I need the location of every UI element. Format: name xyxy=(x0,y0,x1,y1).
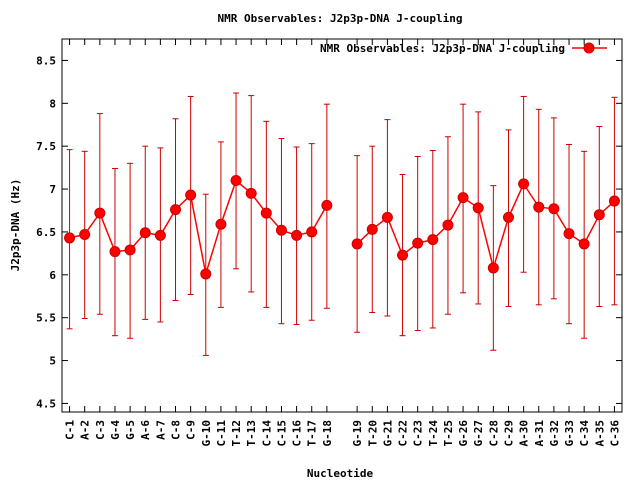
series-points xyxy=(64,174,620,280)
x-axis-label: Nucleotide xyxy=(307,467,374,480)
x-tick-label: C-9 xyxy=(185,420,198,440)
chart-title: NMR Observables: J2p3p-DNA J-coupling xyxy=(217,12,462,25)
x-tick-label: T-17 xyxy=(306,420,319,447)
data-point xyxy=(124,244,136,256)
y-tick-label: 4.5 xyxy=(36,397,56,410)
data-point xyxy=(321,199,333,211)
data-point xyxy=(457,192,469,204)
data-point xyxy=(230,174,242,186)
legend-marker-swatch xyxy=(583,42,595,54)
y-tick-label: 8 xyxy=(49,97,56,110)
data-point xyxy=(139,227,151,239)
data-point xyxy=(502,211,514,223)
y-tick-label: 5.5 xyxy=(36,312,56,325)
data-point xyxy=(518,178,530,190)
x-tick-label: A-7 xyxy=(154,420,167,440)
x-tick-label: C-23 xyxy=(412,420,425,447)
x-tick-label: C-22 xyxy=(397,420,410,447)
data-point xyxy=(185,189,197,201)
y-axis: 4.5 5 5.5 6 6.5 7 7.5 8 8.5 xyxy=(36,54,622,410)
x-tick-label: G-18 xyxy=(321,420,334,447)
data-point xyxy=(472,202,484,214)
x-tick-label: T-12 xyxy=(230,420,243,447)
data-point xyxy=(154,229,166,241)
x-tick-label: C-34 xyxy=(578,420,591,447)
x-tick-label: C-29 xyxy=(502,420,515,447)
data-point xyxy=(260,207,272,219)
data-point xyxy=(442,219,454,231)
x-tick-label: T-24 xyxy=(427,420,440,447)
data-point xyxy=(578,238,590,250)
data-point xyxy=(79,229,91,241)
x-tick-label: T-25 xyxy=(442,420,455,447)
x-tick-label: C-3 xyxy=(94,420,107,440)
x-tick-label: C-15 xyxy=(275,420,288,447)
x-tick-label: T-20 xyxy=(366,420,379,447)
y-tick-label: 8.5 xyxy=(36,54,56,67)
data-point xyxy=(170,204,182,216)
y-tick-label: 6 xyxy=(49,269,56,282)
data-point xyxy=(427,234,439,246)
x-tick-label: C-36 xyxy=(608,420,621,447)
data-point xyxy=(64,232,76,244)
data-point xyxy=(593,209,605,221)
legend-label: NMR Observables: J2p3p-DNA J-coupling xyxy=(320,42,565,55)
x-tick-label: C-8 xyxy=(170,420,183,440)
x-tick-label: C-16 xyxy=(291,420,304,447)
x-tick-label: G-32 xyxy=(548,420,561,447)
y-tick-label: 6.5 xyxy=(36,226,56,239)
x-tick-label: G-10 xyxy=(200,420,213,447)
x-tick-label: T-13 xyxy=(245,420,258,447)
x-tick-label: G-33 xyxy=(563,420,576,447)
data-point xyxy=(608,195,620,207)
y-tick-label: 5 xyxy=(49,355,56,368)
data-point xyxy=(306,226,318,238)
x-tick-label: C-14 xyxy=(260,420,273,447)
x-tick-label: C-28 xyxy=(487,420,500,447)
data-point xyxy=(487,262,499,274)
data-point xyxy=(94,207,106,219)
x-axis: C-1 A-2 C-3 G-4 G-5 A-6 A-7 C-8 C-9 G-10 C-11 T-12 T… xyxy=(64,39,621,447)
data-point xyxy=(548,203,560,215)
x-tick-label: C-1 xyxy=(64,420,77,440)
data-point xyxy=(200,268,212,280)
x-tick-label: A-31 xyxy=(533,420,546,447)
data-point xyxy=(215,218,227,230)
x-tick-label: G-19 xyxy=(351,420,364,447)
x-tick-label: G-27 xyxy=(472,420,485,447)
y-tick-label: 7.5 xyxy=(36,140,56,153)
data-point xyxy=(381,211,393,223)
data-point xyxy=(366,223,378,235)
data-point xyxy=(275,224,287,236)
y-tick-label: 7 xyxy=(49,183,56,196)
x-tick-label: A-6 xyxy=(139,420,152,440)
data-point xyxy=(245,187,257,199)
x-tick-label: G-21 xyxy=(381,420,394,447)
y-axis-label: J2p3p-DNA (Hz) xyxy=(9,179,22,272)
x-tick-label: G-26 xyxy=(457,420,470,447)
x-tick-label: G-4 xyxy=(109,420,122,440)
plot-border xyxy=(61,38,623,413)
data-point xyxy=(397,249,409,261)
data-point xyxy=(291,229,303,241)
data-point xyxy=(563,228,575,240)
data-point xyxy=(533,201,545,213)
x-tick-label: C-11 xyxy=(215,420,228,447)
x-tick-label: G-5 xyxy=(124,420,137,440)
data-point xyxy=(351,238,363,250)
data-point xyxy=(412,237,424,249)
x-tick-label: A-2 xyxy=(79,420,92,440)
x-tick-label: A-35 xyxy=(593,420,606,447)
legend: NMR Observables: J2p3p-DNA J-coupling xyxy=(320,42,607,55)
data-point xyxy=(109,246,121,258)
x-tick-label: A-30 xyxy=(518,420,531,447)
